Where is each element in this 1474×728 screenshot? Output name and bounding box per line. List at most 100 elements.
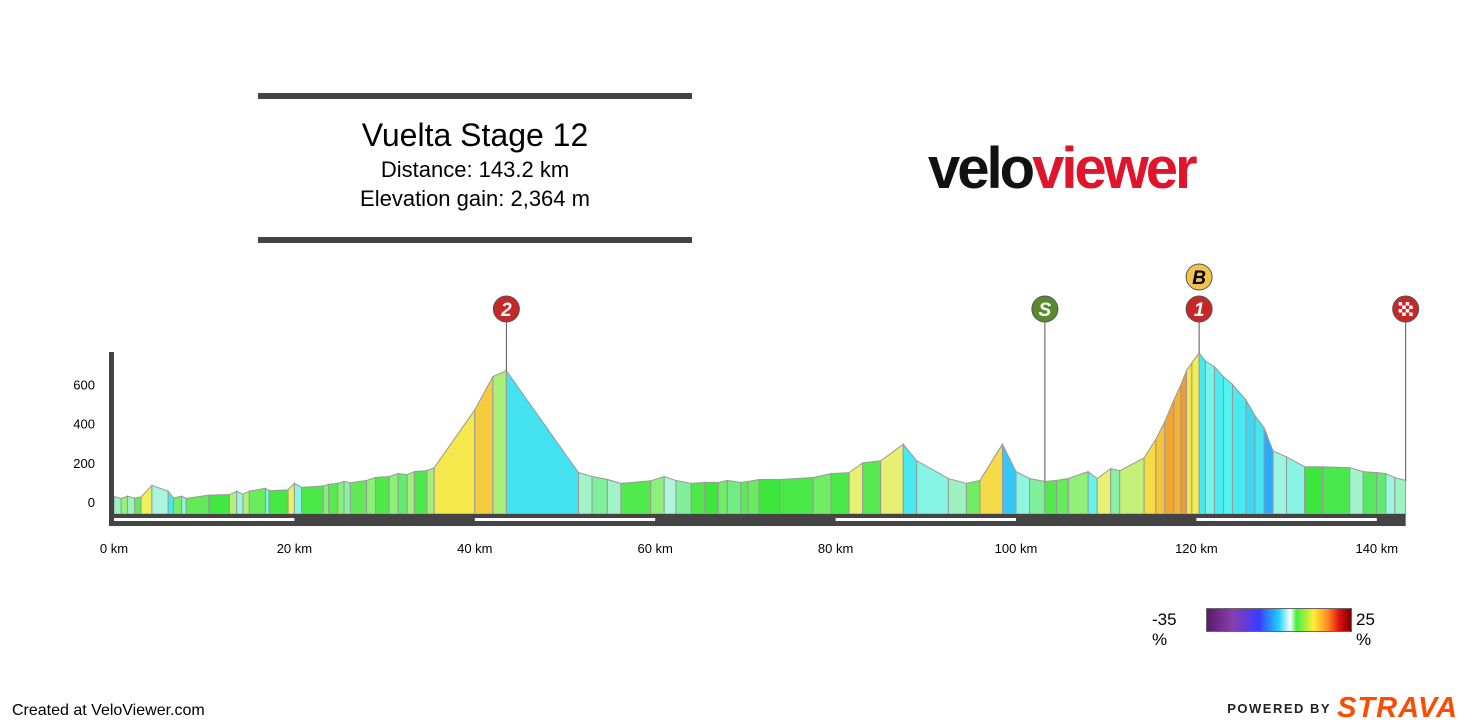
x-tick-label: 20 km: [277, 541, 312, 556]
profile-segment: [1173, 384, 1182, 515]
profile-segment: [650, 475, 665, 515]
profile-segment: [265, 487, 270, 515]
x-tick-label: 40 km: [457, 541, 492, 556]
profile-segment: [591, 475, 608, 515]
profile-segment: [322, 483, 330, 515]
profile-segment: [343, 480, 351, 515]
profile-segment: [704, 481, 719, 515]
profile-segment: [1155, 421, 1166, 515]
marker-label: B: [1192, 268, 1206, 289]
distance-scale-stripe: [474, 518, 656, 521]
distance-scale-stripe: [1196, 518, 1377, 521]
profile-segment: [140, 484, 153, 515]
profile-segment: [1286, 456, 1306, 515]
profile-segment: [1263, 427, 1274, 515]
profile-segment: [965, 479, 981, 515]
profile-segment: [1164, 399, 1175, 515]
created-at-credit: Created at VeloViewer.com: [12, 702, 205, 719]
finish-flag-check: [1405, 302, 1410, 306]
profile-segment: [337, 480, 345, 515]
profile-segment: [1067, 470, 1089, 515]
profile-segment: [862, 460, 882, 515]
y-tick-label: 600: [73, 377, 95, 392]
profile-segment: [1029, 477, 1046, 515]
y-axis: 0 200 400 600: [73, 352, 114, 518]
profile-segment: [492, 369, 507, 515]
profile-segment: [1376, 472, 1387, 515]
x-tick-label: 120 km: [1175, 541, 1218, 556]
profile-segment: [293, 482, 303, 515]
profile-segment: [1213, 365, 1224, 515]
x-tick-label: 140 km: [1355, 541, 1398, 556]
profile-segments: [113, 351, 1407, 515]
profile-segment: [758, 478, 781, 515]
profile-segment: [406, 470, 415, 515]
legend-min-label: -35 %: [1152, 610, 1177, 649]
profile-segment: [606, 478, 622, 515]
profile-segment: [1198, 351, 1206, 515]
profile-segment: [1119, 457, 1145, 515]
profile-segment: [113, 495, 122, 515]
profile-segment: [1001, 443, 1017, 515]
profile-segment: [366, 476, 377, 515]
profile-segment: [848, 461, 864, 515]
profile-segment: [979, 442, 1003, 515]
finish-flag-check: [1405, 309, 1410, 313]
distance-scale-stripe: [835, 518, 1016, 521]
profile-segment: [690, 481, 706, 515]
title-block: Vuelta Stage 12 Distance: 143.2 km Eleva…: [258, 93, 692, 243]
marker-label: 1: [1194, 300, 1205, 321]
profile-segment: [173, 495, 183, 515]
profile-segment: [902, 442, 918, 515]
y-axis-line: [109, 352, 114, 518]
profile-segment: [1304, 466, 1324, 515]
profile-segment: [578, 471, 593, 515]
finish-flag-check: [1402, 312, 1406, 316]
profile-segment: [1394, 476, 1407, 515]
profile-segment: [167, 489, 175, 515]
profile-segment: [812, 472, 832, 515]
profile-segment: [1245, 398, 1256, 515]
x-tick-label: 80 km: [818, 541, 853, 556]
strava-logo: STRAVA: [1337, 692, 1458, 724]
profile-segment: [287, 482, 295, 515]
marker-intermediate-sprint: [1031, 295, 1059, 323]
finish-flag-check: [1409, 312, 1413, 316]
profile-segment: [236, 490, 244, 515]
profile-segment: [1015, 470, 1031, 515]
marker-climb-cat-1: [1185, 295, 1213, 323]
profile-segment: [181, 495, 187, 515]
y-tick-label: 200: [73, 456, 95, 471]
x-tick-label: 100 km: [995, 541, 1038, 556]
veloviewer-logo: veloviewer: [928, 134, 1198, 204]
profile-segment: [505, 369, 580, 515]
marker-bonus-sprint: [1185, 263, 1213, 291]
profile-segment: [1056, 477, 1069, 515]
profile-segment: [1231, 383, 1247, 515]
profile-segment: [947, 477, 967, 515]
profile-markers: 2 S 1 B: [492, 263, 1420, 482]
profile-segment: [134, 496, 142, 515]
stage-elevation-gain: Elevation gain: 2,364 m: [360, 186, 590, 211]
profile-segment: [663, 475, 677, 515]
profile-segment: [779, 476, 814, 515]
logo-viewer: viewer: [1032, 136, 1198, 201]
profile-segment: [1222, 375, 1233, 515]
elevation-profile-chart: 0 200 400 600 0 km 20 km 40 km 60 km 80 km 100 k…: [73, 263, 1420, 556]
profile-segment: [208, 494, 230, 515]
powered-by-label: POWERED BY: [1227, 701, 1332, 716]
x-tick-label: 60 km: [637, 541, 672, 556]
x-axis: 0 km 20 km 40 km 60 km 80 km 100 km 120 km 140 …: [100, 514, 1406, 556]
profile-segment: [1272, 450, 1288, 515]
powered-by-strava: POWERED BY STRAVA: [1227, 692, 1458, 725]
profile-segment: [426, 466, 435, 515]
profile-segment: [413, 470, 428, 515]
profile-segment: [185, 494, 210, 515]
profile-segment: [268, 489, 289, 515]
title-text: Vuelta Stage 12 Distance: 143.2 km Eleva…: [258, 115, 692, 213]
profile-segment: [1204, 359, 1215, 515]
profile-segment: [1349, 467, 1364, 515]
profile-segment: [474, 376, 494, 515]
profile-segment: [328, 482, 339, 515]
profile-segment: [127, 495, 136, 515]
